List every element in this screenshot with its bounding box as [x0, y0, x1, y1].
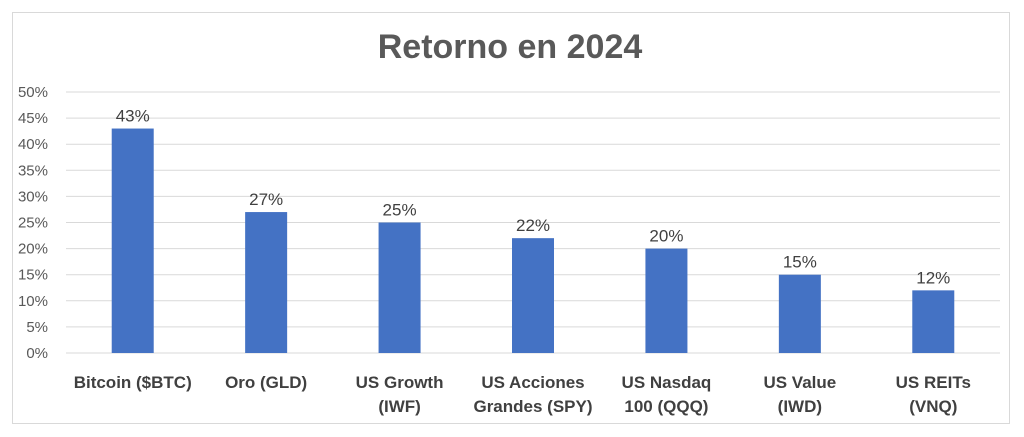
x-category-label: (IWF) [378, 397, 420, 416]
chart-title: Retorno en 2024 [377, 28, 643, 66]
data-label: 12% [916, 268, 950, 287]
y-tick-label: 25% [18, 215, 48, 232]
x-category-label: US Acciones [481, 373, 584, 392]
chart-frame [12, 12, 1010, 424]
x-category-label: Bitcoin ($BTC) [74, 373, 192, 392]
y-tick-label: 40% [18, 136, 48, 153]
y-tick-label: 35% [18, 162, 48, 179]
x-category-label: US REITs [896, 373, 971, 392]
x-category-label: (VNQ) [909, 397, 957, 416]
x-category-label: Oro (GLD) [225, 373, 307, 392]
x-category-label: 100 (QQQ) [624, 397, 708, 416]
y-tick-label: 50% [18, 84, 48, 101]
data-label: 27% [249, 190, 283, 209]
bar [645, 248, 688, 353]
x-category-label: (IWD) [778, 397, 822, 416]
data-label: 43% [116, 107, 150, 126]
y-tick-label: 5% [26, 319, 48, 336]
y-tick-label: 10% [18, 293, 48, 310]
data-label: 22% [516, 216, 550, 235]
bar [245, 212, 288, 353]
x-category-label: Grandes (SPY) [473, 397, 592, 416]
y-tick-label: 15% [18, 267, 48, 284]
y-tick-label: 0% [26, 345, 48, 362]
x-category-label: US Nasdaq [622, 373, 712, 392]
x-category-label: US Growth [356, 373, 444, 392]
bar [512, 238, 554, 353]
bar [378, 222, 421, 353]
bar [111, 128, 154, 353]
y-tick-label: 30% [18, 188, 48, 205]
data-label: 15% [783, 253, 817, 272]
y-tick-label: 45% [18, 110, 48, 127]
bar [778, 274, 821, 353]
x-category-label: US Value [763, 373, 836, 392]
y-tick-label: 20% [18, 241, 48, 258]
data-label: 20% [649, 227, 683, 246]
bar [912, 290, 955, 353]
data-label: 25% [383, 201, 417, 220]
